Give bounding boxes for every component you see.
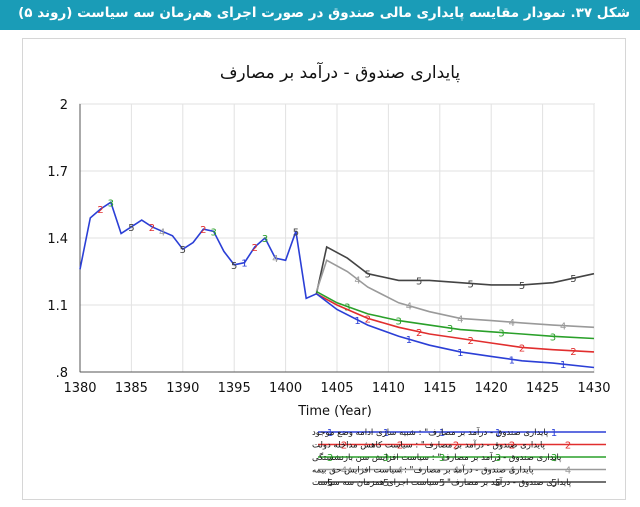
series-marker-2: 2 (570, 347, 576, 358)
legend-marker-2: 2 (397, 441, 403, 452)
history-marker: 5 (128, 223, 134, 234)
x-tick-label: 1410 (372, 381, 405, 396)
history-marker: 4 (159, 227, 165, 238)
series-marker-5: 5 (365, 270, 371, 281)
history-marker: 4 (272, 254, 278, 265)
figure-caption: شکل ۳۷. نمودار مقایسه پایداری مالی صندوق… (18, 5, 630, 21)
x-tick-label: 1430 (577, 381, 610, 396)
legend-marker-3: 3 (495, 453, 501, 464)
legend-marker-4: 4 (509, 466, 515, 477)
history-marker: 2 (97, 205, 103, 216)
legend-marker-5: 5 (327, 478, 333, 489)
history-marker: 3 (108, 198, 114, 209)
series-line-4 (315, 259, 595, 329)
history-line (79, 201, 317, 300)
x-axis-label: Time (Year) (297, 404, 372, 419)
series-line-1 (315, 293, 595, 369)
legend-marker-4: 4 (397, 466, 403, 477)
history-marker: 5 (293, 227, 299, 238)
x-tick-label: 1385 (115, 381, 148, 396)
history-marker: 1 (241, 259, 247, 270)
legend-marker-3: 3 (439, 453, 445, 464)
y-tick-label: 2 (60, 98, 68, 113)
legend-marker-5: 5 (495, 478, 501, 489)
x-tick-label: 1380 (63, 381, 96, 396)
history-marker: 3 (262, 234, 268, 245)
series-marker-1: 1 (509, 355, 515, 366)
series-marker-3: 3 (550, 332, 556, 343)
legend-marker-2: 2 (509, 441, 515, 452)
series-marker-5: 5 (519, 281, 525, 292)
legend-entry-3: پایداری صندوق - درآمد بر مصارف" : سیاست … (312, 451, 562, 463)
legend-marker-3: 3 (327, 453, 333, 464)
x-tick-label: 1405 (320, 381, 353, 396)
series-marker-4: 4 (509, 318, 515, 329)
series-marker-5: 5 (570, 274, 576, 285)
x-tick-label: 1415 (423, 381, 456, 396)
legend-marker-4: 4 (453, 466, 459, 477)
legend-marker-2: 2 (565, 441, 571, 452)
history-marker: 5 (231, 261, 237, 272)
history-marker: 3 (210, 227, 216, 238)
legend-marker-4: 4 (341, 466, 347, 477)
series-marker-4: 4 (560, 322, 566, 333)
legend-marker-1: 1 (439, 428, 445, 439)
history-marker: 2 (200, 225, 206, 236)
series-marker-4: 4 (354, 275, 360, 286)
legend-marker-1: 1 (327, 428, 333, 439)
legend-marker-5: 5 (551, 478, 557, 489)
y-tick-label: 1.1 (47, 299, 68, 314)
legend-marker-4: 4 (565, 466, 571, 477)
legend-entry-5: پایداری صندوق - درآمد بر مصارف" : سیاست … (312, 476, 572, 488)
legend-marker-2: 2 (341, 441, 347, 452)
legend-marker-1: 1 (551, 428, 557, 439)
series-marker-5: 5 (467, 279, 473, 290)
y-tick-label: 1.7 (47, 165, 68, 180)
x-tick-label: 1400 (269, 381, 302, 396)
series-line-2 (316, 293, 595, 353)
history-marker: 2 (252, 243, 258, 254)
series-marker-3: 3 (344, 302, 350, 313)
legend-entry-4: پایداری صندوق - درآمد بر مصارف" : سیاست … (312, 464, 534, 476)
x-tick-label: 1420 (475, 381, 508, 396)
legend-marker-2: 2 (453, 441, 459, 452)
legend-entry-2: پایداری صندوق - درآمد بر مصارف" : سیاست … (312, 439, 546, 451)
history-marker: 5 (180, 245, 186, 256)
legend-marker-1: 1 (495, 428, 501, 439)
legend-entry-1: پایداری صندوق - درآمد بر مصارف" : شبیه س… (312, 426, 549, 438)
x-tick-label: 1425 (526, 381, 559, 396)
series-line-5 (315, 245, 595, 294)
legend-marker-3: 3 (551, 453, 557, 464)
legend-marker-1: 1 (383, 428, 389, 439)
series-marker-3: 3 (395, 317, 401, 328)
legend-marker-5: 5 (383, 478, 389, 489)
series-marker-4: 4 (406, 302, 412, 313)
legend-marker-3: 3 (383, 453, 389, 464)
x-tick-label: 1390 (166, 381, 199, 396)
history-marker: 2 (149, 223, 155, 234)
series-marker-5: 5 (416, 276, 422, 287)
y-tick-label: .8 (56, 366, 68, 381)
series-marker-2: 2 (365, 314, 371, 325)
series-marker-4: 4 (457, 314, 463, 325)
chart-title: پایداری صندوق - درآمد بر مصارف (220, 61, 461, 83)
series-marker-1: 1 (560, 360, 566, 371)
series-marker-1: 1 (406, 335, 412, 346)
series-marker-3: 3 (498, 329, 504, 340)
series-marker-2: 2 (467, 336, 473, 347)
series-marker-1: 1 (457, 348, 463, 359)
series-marker-1: 1 (354, 316, 360, 327)
x-tick-label: 1395 (218, 381, 251, 396)
legend-marker-5: 5 (439, 478, 445, 489)
series-marker-3: 3 (447, 324, 453, 335)
figure-caption-banner: شکل ۳۷. نمودار مقایسه پایداری مالی صندوق… (0, 0, 640, 30)
series-marker-2: 2 (519, 343, 525, 354)
series-marker-2: 2 (416, 328, 422, 339)
y-tick-label: 1.4 (47, 232, 68, 247)
series-line-3 (316, 290, 595, 340)
